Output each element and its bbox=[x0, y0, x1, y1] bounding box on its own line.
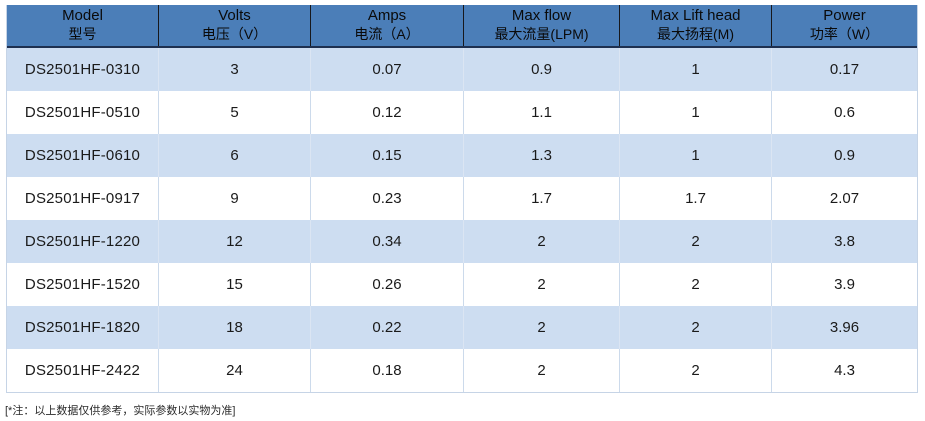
column-header-max-lift-head: Max Lift head 最大扬程(M) bbox=[620, 5, 772, 46]
model-cell: DS2501HF-0510 bbox=[7, 91, 159, 134]
value-cell: 2 bbox=[620, 220, 772, 263]
table-row: DS2501HF-2422 24 0.18 2 2 4.3 bbox=[7, 349, 917, 392]
table-row: DS2501HF-0510 5 0.12 1.1 1 0.6 bbox=[7, 91, 917, 134]
column-header-label-en: Power bbox=[823, 7, 866, 25]
value-cell: 0.34 bbox=[311, 220, 464, 263]
value-cell: 3.9 bbox=[834, 276, 855, 293]
model-cell: DS2501HF-2422 bbox=[7, 349, 159, 392]
value-cell: 1 bbox=[620, 48, 772, 91]
table-row: DS2501HF-1220 12 0.34 2 2 3.8 bbox=[7, 220, 917, 263]
column-header-label-en: Max flow bbox=[511, 7, 572, 25]
column-header-max-flow: Max flow 最大流量(LPM) bbox=[464, 5, 620, 46]
model-cell: DS2501HF-1220 bbox=[7, 220, 159, 263]
table-body: DS2501HF-0310 3 0.07 0.9 1 0.17 DS2501HF-0510 5… bbox=[7, 48, 917, 392]
model-cell: DS2501HF-1820 bbox=[7, 306, 159, 349]
value-cell: 2 bbox=[464, 220, 620, 263]
value-cell: 0.07 bbox=[311, 48, 464, 91]
model-cell: DS2501HF-0310 bbox=[7, 48, 159, 91]
pump-spec-table: Model 型号 Volts 电压（V） Amps 电流（A） Max flow 最大流量(L… bbox=[6, 5, 918, 393]
value-cell: 0.26 bbox=[311, 263, 464, 306]
column-header-label-zh: 功率（W） bbox=[809, 26, 880, 43]
value-cell: 2 bbox=[620, 263, 772, 306]
column-header-label-en: Volts bbox=[218, 7, 251, 25]
value-cell: 0.22 bbox=[311, 306, 464, 349]
value-cell: 0.12 bbox=[311, 91, 464, 134]
value-cell: 0.6 bbox=[834, 104, 855, 121]
value-cell: 1.7 bbox=[620, 177, 772, 220]
table-row: DS2501HF-0310 3 0.07 0.9 1 0.17 bbox=[7, 48, 917, 91]
value-cell: 2 bbox=[620, 306, 772, 349]
value-cell: 12 bbox=[159, 220, 311, 263]
value-cell: 0.9 bbox=[464, 48, 620, 91]
value-cell: 2 bbox=[464, 263, 620, 306]
column-header-label-zh: 电压（V） bbox=[201, 26, 268, 43]
value-cell: 2 bbox=[464, 349, 620, 392]
value-cell: 18 bbox=[159, 306, 311, 349]
value-cell: 9 bbox=[159, 177, 311, 220]
model-cell: DS2501HF-0610 bbox=[7, 134, 159, 177]
model-cell: DS2501HF-1520 bbox=[7, 263, 159, 306]
table-row: DS2501HF-1520 15 0.26 2 2 3.9 bbox=[7, 263, 917, 306]
column-header-label-zh: 型号 bbox=[68, 26, 97, 43]
value-cell: 2 bbox=[620, 349, 772, 392]
column-header-amps: Amps 电流（A） bbox=[311, 5, 464, 46]
value-cell: 1.3 bbox=[464, 134, 620, 177]
column-header-label-zh: 电流（A） bbox=[354, 26, 420, 43]
value-cell: 15 bbox=[159, 263, 311, 306]
table-header-row: Model 型号 Volts 电压（V） Amps 电流（A） Max flow 最大流量(L… bbox=[7, 5, 917, 48]
column-header-label-zh: 最大扬程(M) bbox=[657, 26, 734, 43]
value-cell: 4.3 bbox=[834, 362, 855, 379]
value-cell: 1.1 bbox=[464, 91, 620, 134]
value-cell: 24 bbox=[159, 349, 311, 392]
value-cell: 2 bbox=[464, 306, 620, 349]
value-cell: 3.8 bbox=[834, 233, 855, 250]
value-cell: 3.96 bbox=[829, 319, 860, 336]
column-header-label-zh: 最大流量(LPM) bbox=[494, 26, 589, 43]
value-cell: 0.9 bbox=[834, 147, 855, 164]
value-cell: 3 bbox=[159, 48, 311, 91]
value-cell: 1 bbox=[620, 91, 772, 134]
footnote: [*注：以上数据仅供参考，实际参数以实物为准] bbox=[5, 405, 236, 417]
column-header-volts: Volts 电压（V） bbox=[159, 5, 311, 46]
value-cell: 0.17 bbox=[829, 61, 860, 78]
value-cell: 1 bbox=[620, 134, 772, 177]
value-cell: 0.23 bbox=[311, 177, 464, 220]
value-cell: 5 bbox=[159, 91, 311, 134]
column-header-power: Power 功率（W） bbox=[772, 5, 917, 46]
value-cell: 6 bbox=[159, 134, 311, 177]
value-cell: 1.7 bbox=[464, 177, 620, 220]
column-header-label-en: Max Lift head bbox=[650, 7, 741, 25]
table-row: DS2501HF-0917 9 0.23 1.7 1.7 2.07 bbox=[7, 177, 917, 220]
value-cell: 0.18 bbox=[311, 349, 464, 392]
value-cell: 0.15 bbox=[311, 134, 464, 177]
value-cell: 2.07 bbox=[829, 190, 860, 207]
table-row: DS2501HF-1820 18 0.22 2 2 3.96 bbox=[7, 306, 917, 349]
model-cell: DS2501HF-0917 bbox=[7, 177, 159, 220]
table-row: DS2501HF-0610 6 0.15 1.3 1 0.9 bbox=[7, 134, 917, 177]
column-header-label-en: Amps bbox=[367, 7, 407, 25]
column-header-label-en: Model bbox=[62, 7, 103, 25]
column-header-model: Model 型号 bbox=[7, 5, 159, 46]
